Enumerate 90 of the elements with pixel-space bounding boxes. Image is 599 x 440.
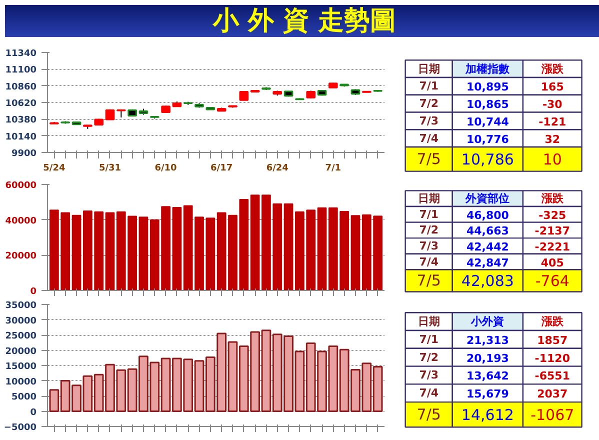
x-tick-label: 6/24 [266,164,288,174]
text: 2037 [537,388,568,401]
y-tick-label: 30000 [5,316,36,326]
y-tick-label: 60000 [5,181,36,191]
text: 14,612 [461,406,514,424]
y-tick-label: 10140 [5,132,36,142]
text: 20,193 [466,352,509,365]
x-tick-label: 7/1 [325,164,342,174]
text: 10,744 [466,115,510,128]
y-tick-label: 40000 [5,216,36,226]
text: 7/2 [419,97,439,110]
bar [105,212,115,290]
bar [172,206,182,290]
text: -2221 [534,240,570,254]
text: 7/5 [416,150,441,168]
text: 7/3 [419,368,439,382]
text: 10,895 [466,80,509,94]
y-tick-label: 0 [30,408,37,418]
text: 7/1 [419,208,439,221]
text: 42,847 [466,256,509,270]
y-tick-label: 0 [30,287,37,297]
text: 21,313 [466,334,509,347]
text: 7/5 [416,406,441,424]
text: 7/4 [419,132,439,145]
text: 10,776 [466,132,510,146]
text: 7/2 [419,224,439,237]
bar [317,207,327,290]
y-tick-label: 11100 [5,66,36,76]
y-tick-label: 20000 [5,252,36,262]
text: 7/4 [419,386,439,400]
text: 漲跌 [540,315,564,328]
text: -30 [542,98,563,112]
y-tick-label: 5000 [11,392,37,402]
y-tick-label: 20000 [5,346,36,357]
x-tick-label: 5/24 [43,164,66,174]
bar [138,216,148,290]
text: 7/1 [419,80,439,93]
y-tick-label: 10860 [5,82,36,92]
text: 7/5 [416,272,441,290]
text: 15,679 [466,388,509,401]
text: 42,083 [461,272,514,290]
text: 7/1 [419,332,439,346]
bar [72,214,82,290]
text: 漲跌 [540,62,564,76]
bar [350,215,360,290]
text: 165 [540,80,564,94]
text: 漲跌 [540,192,564,206]
text: -121 [538,115,566,128]
y-tick-label: 15000 [5,362,36,372]
candlestick [239,90,249,101]
text: 10,786 [461,150,514,169]
text: 46,800 [466,208,510,222]
text: 10 [542,150,562,169]
text: -6551 [534,370,570,383]
text: -1067 [530,406,574,424]
bar [250,194,260,290]
text: 32 [544,132,560,146]
text: 405 [540,256,564,270]
y-tick-label: 10380 [5,116,36,126]
text: 小外資 [470,315,504,328]
text: 日期 [418,315,440,328]
chart-title: 小 外 資 走勢圖 [212,5,396,37]
text: 外資部位 [464,192,510,206]
y-tick-label: 25000 [5,332,36,342]
y-tick-label: 10000 [5,377,36,388]
text: 日期 [418,62,440,76]
text: 加權指數 [464,62,511,76]
x-tick-label: 5/31 [98,164,122,174]
text: -325 [538,208,566,222]
x-tick-label: 6/17 [210,164,233,174]
bar [284,203,294,290]
y-tick-label: 9900 [11,149,37,159]
y-tick-label: 10620 [5,99,36,109]
text: 10,865 [466,98,509,112]
text: 44,663 [466,224,509,238]
text: 13,642 [466,370,509,383]
text: 1857 [537,334,568,347]
text: 42,442 [466,240,509,254]
text: -1120 [534,352,570,365]
text: 7/3 [419,114,439,128]
text: -764 [535,272,570,290]
y-tick-label: 35000 [5,301,36,311]
text: -2137 [534,224,570,238]
text: 7/3 [419,239,439,252]
y-tick-label: −5000 [4,423,37,433]
text: 7/2 [419,350,439,364]
x-tick-label: 6/10 [154,164,177,174]
text: 7/4 [419,255,439,268]
text: 日期 [418,192,440,206]
y-tick-label: 11340 [5,49,36,59]
